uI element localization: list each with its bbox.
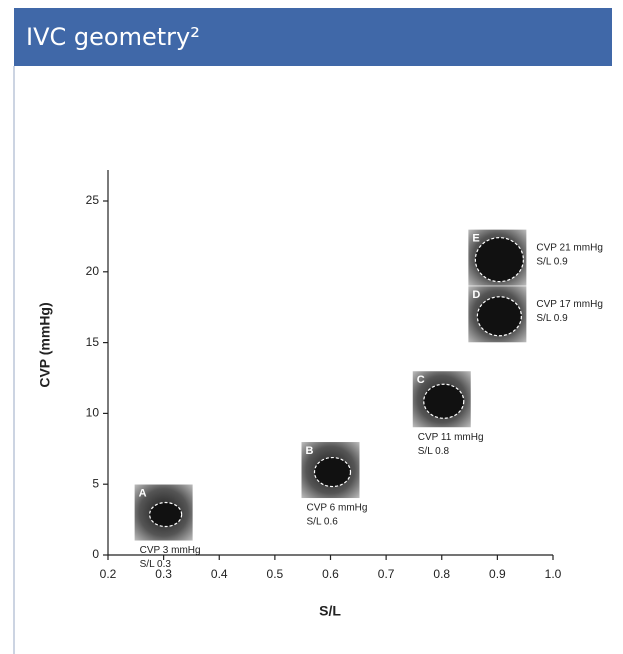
x-tick-label: 0.4 (211, 567, 228, 581)
point-letter: B (306, 445, 314, 457)
x-tick-label: 0.7 (378, 567, 395, 581)
x-tick-label: 0.2 (100, 567, 117, 581)
point-letter: C (417, 374, 425, 386)
x-tick-label: 0.5 (267, 567, 284, 581)
sl-label: S/L 0.8 (418, 446, 450, 457)
y-tick-label: 5 (92, 476, 99, 490)
sl-label: S/L 0.3 (140, 559, 172, 570)
ivc-outline (313, 456, 352, 488)
ultrasound-image: D (468, 286, 527, 343)
x-tick-label: 0.3 (155, 567, 172, 581)
sl-label: S/L 0.6 (307, 517, 339, 528)
y-tick-label: 15 (86, 335, 100, 349)
ivc-outline (476, 296, 522, 337)
x-axis-label: S/L (319, 603, 341, 619)
point-letter: E (472, 233, 479, 245)
ultrasound-image: C (412, 371, 471, 428)
x-tick-label: 0.8 (433, 567, 450, 581)
ultrasound-image: A (134, 484, 193, 541)
x-tick-label: 0.6 (322, 567, 339, 581)
cvp-label: CVP 6 mmHg (307, 503, 368, 514)
y-tick-label: 0 (92, 547, 99, 561)
y-axis-label: CVP (mmHg) (37, 302, 53, 387)
point-letter: D (472, 289, 480, 301)
sl-label: S/L 0.9 (536, 256, 568, 267)
ivc-outline (474, 237, 524, 283)
ultrasound-image: E (468, 229, 527, 286)
ultrasound-image: B (301, 442, 360, 499)
cvp-label: CVP 17 mmHg (536, 299, 603, 310)
ivc-outline (423, 383, 465, 419)
y-tick-label: 25 (86, 193, 100, 207)
ivc-outline (149, 501, 183, 528)
x-tick-label: 0.9 (489, 567, 506, 581)
header-bar (14, 8, 612, 66)
cvp-label: CVP 11 mmHg (418, 432, 484, 443)
cvp-label: CVP 3 mmHg (140, 545, 201, 556)
cvp-label: CVP 21 mmHg (536, 242, 603, 253)
y-tick-label: 20 (86, 264, 100, 278)
point-letter: A (139, 487, 147, 499)
sl-label: S/L 0.9 (536, 313, 568, 324)
x-tick-label: 1.0 (545, 567, 562, 581)
y-tick-label: 10 (86, 406, 100, 420)
slide-title: IVC geometry² (26, 23, 200, 51)
